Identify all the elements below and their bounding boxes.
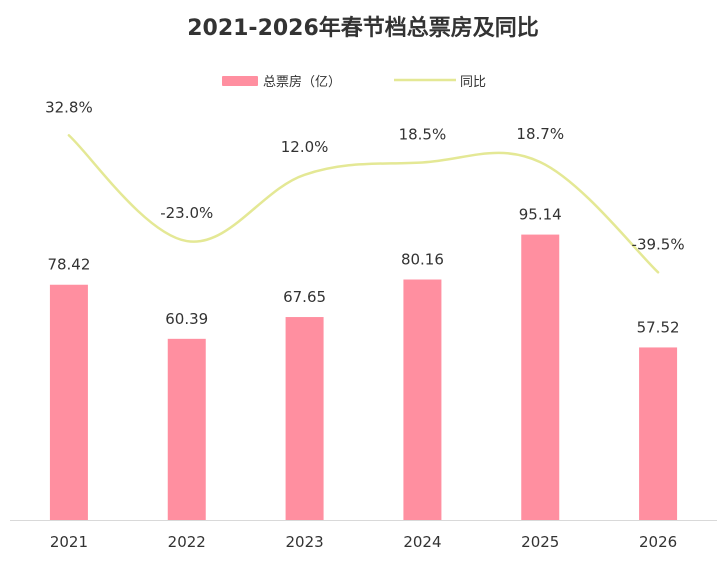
yoy-value-label-2023: 12.0% (281, 138, 329, 156)
bar-2024 (403, 279, 442, 520)
plot-area: 78.42 2021 60.39 2022 67.65 2023 80.16 2024 95.1… (10, 98, 717, 551)
legend-bar-label: 总票房（亿） (263, 74, 341, 90)
x-tick-label-2023: 2023 (285, 533, 323, 551)
bar-2025 (521, 234, 560, 520)
yoy-value-label-2022: -23.0% (160, 204, 213, 222)
legend-bar-swatch (222, 76, 258, 86)
x-tick-label-2025: 2025 (521, 533, 559, 551)
bar-2022 (167, 338, 206, 520)
yoy-line (67, 134, 660, 274)
bar-value-label-2021: 78.42 (47, 256, 90, 274)
yoy-value-label-2025: 18.7% (516, 125, 564, 143)
x-tick-label-2021: 2021 (50, 533, 88, 551)
bar-value-label-2022: 60.39 (165, 310, 208, 328)
chart-title: 2021-2026年春节档总票房及同比 (187, 15, 539, 41)
legend-line-label: 同比 (460, 75, 486, 90)
bar-value-label-2024: 80.16 (401, 251, 444, 269)
bar-value-label-2023: 67.65 (283, 288, 326, 306)
x-tick-label-2022: 2022 (168, 533, 206, 551)
bar-value-label-2025: 95.14 (519, 206, 562, 224)
x-tick-label-2026: 2026 (639, 533, 677, 551)
bar-2021 (49, 284, 88, 520)
yoy-value-label-2024: 18.5% (399, 125, 447, 143)
yoy-value-label-2026: -39.5% (632, 235, 685, 253)
bar-value-label-2026: 57.52 (637, 318, 680, 336)
x-tick-label-2024: 2024 (403, 533, 441, 551)
yoy-value-label-2021: 32.8% (45, 98, 93, 116)
legend: 总票房（亿） 同比 (222, 74, 486, 90)
bar-2026 (639, 347, 678, 520)
bar-2023 (285, 317, 324, 520)
